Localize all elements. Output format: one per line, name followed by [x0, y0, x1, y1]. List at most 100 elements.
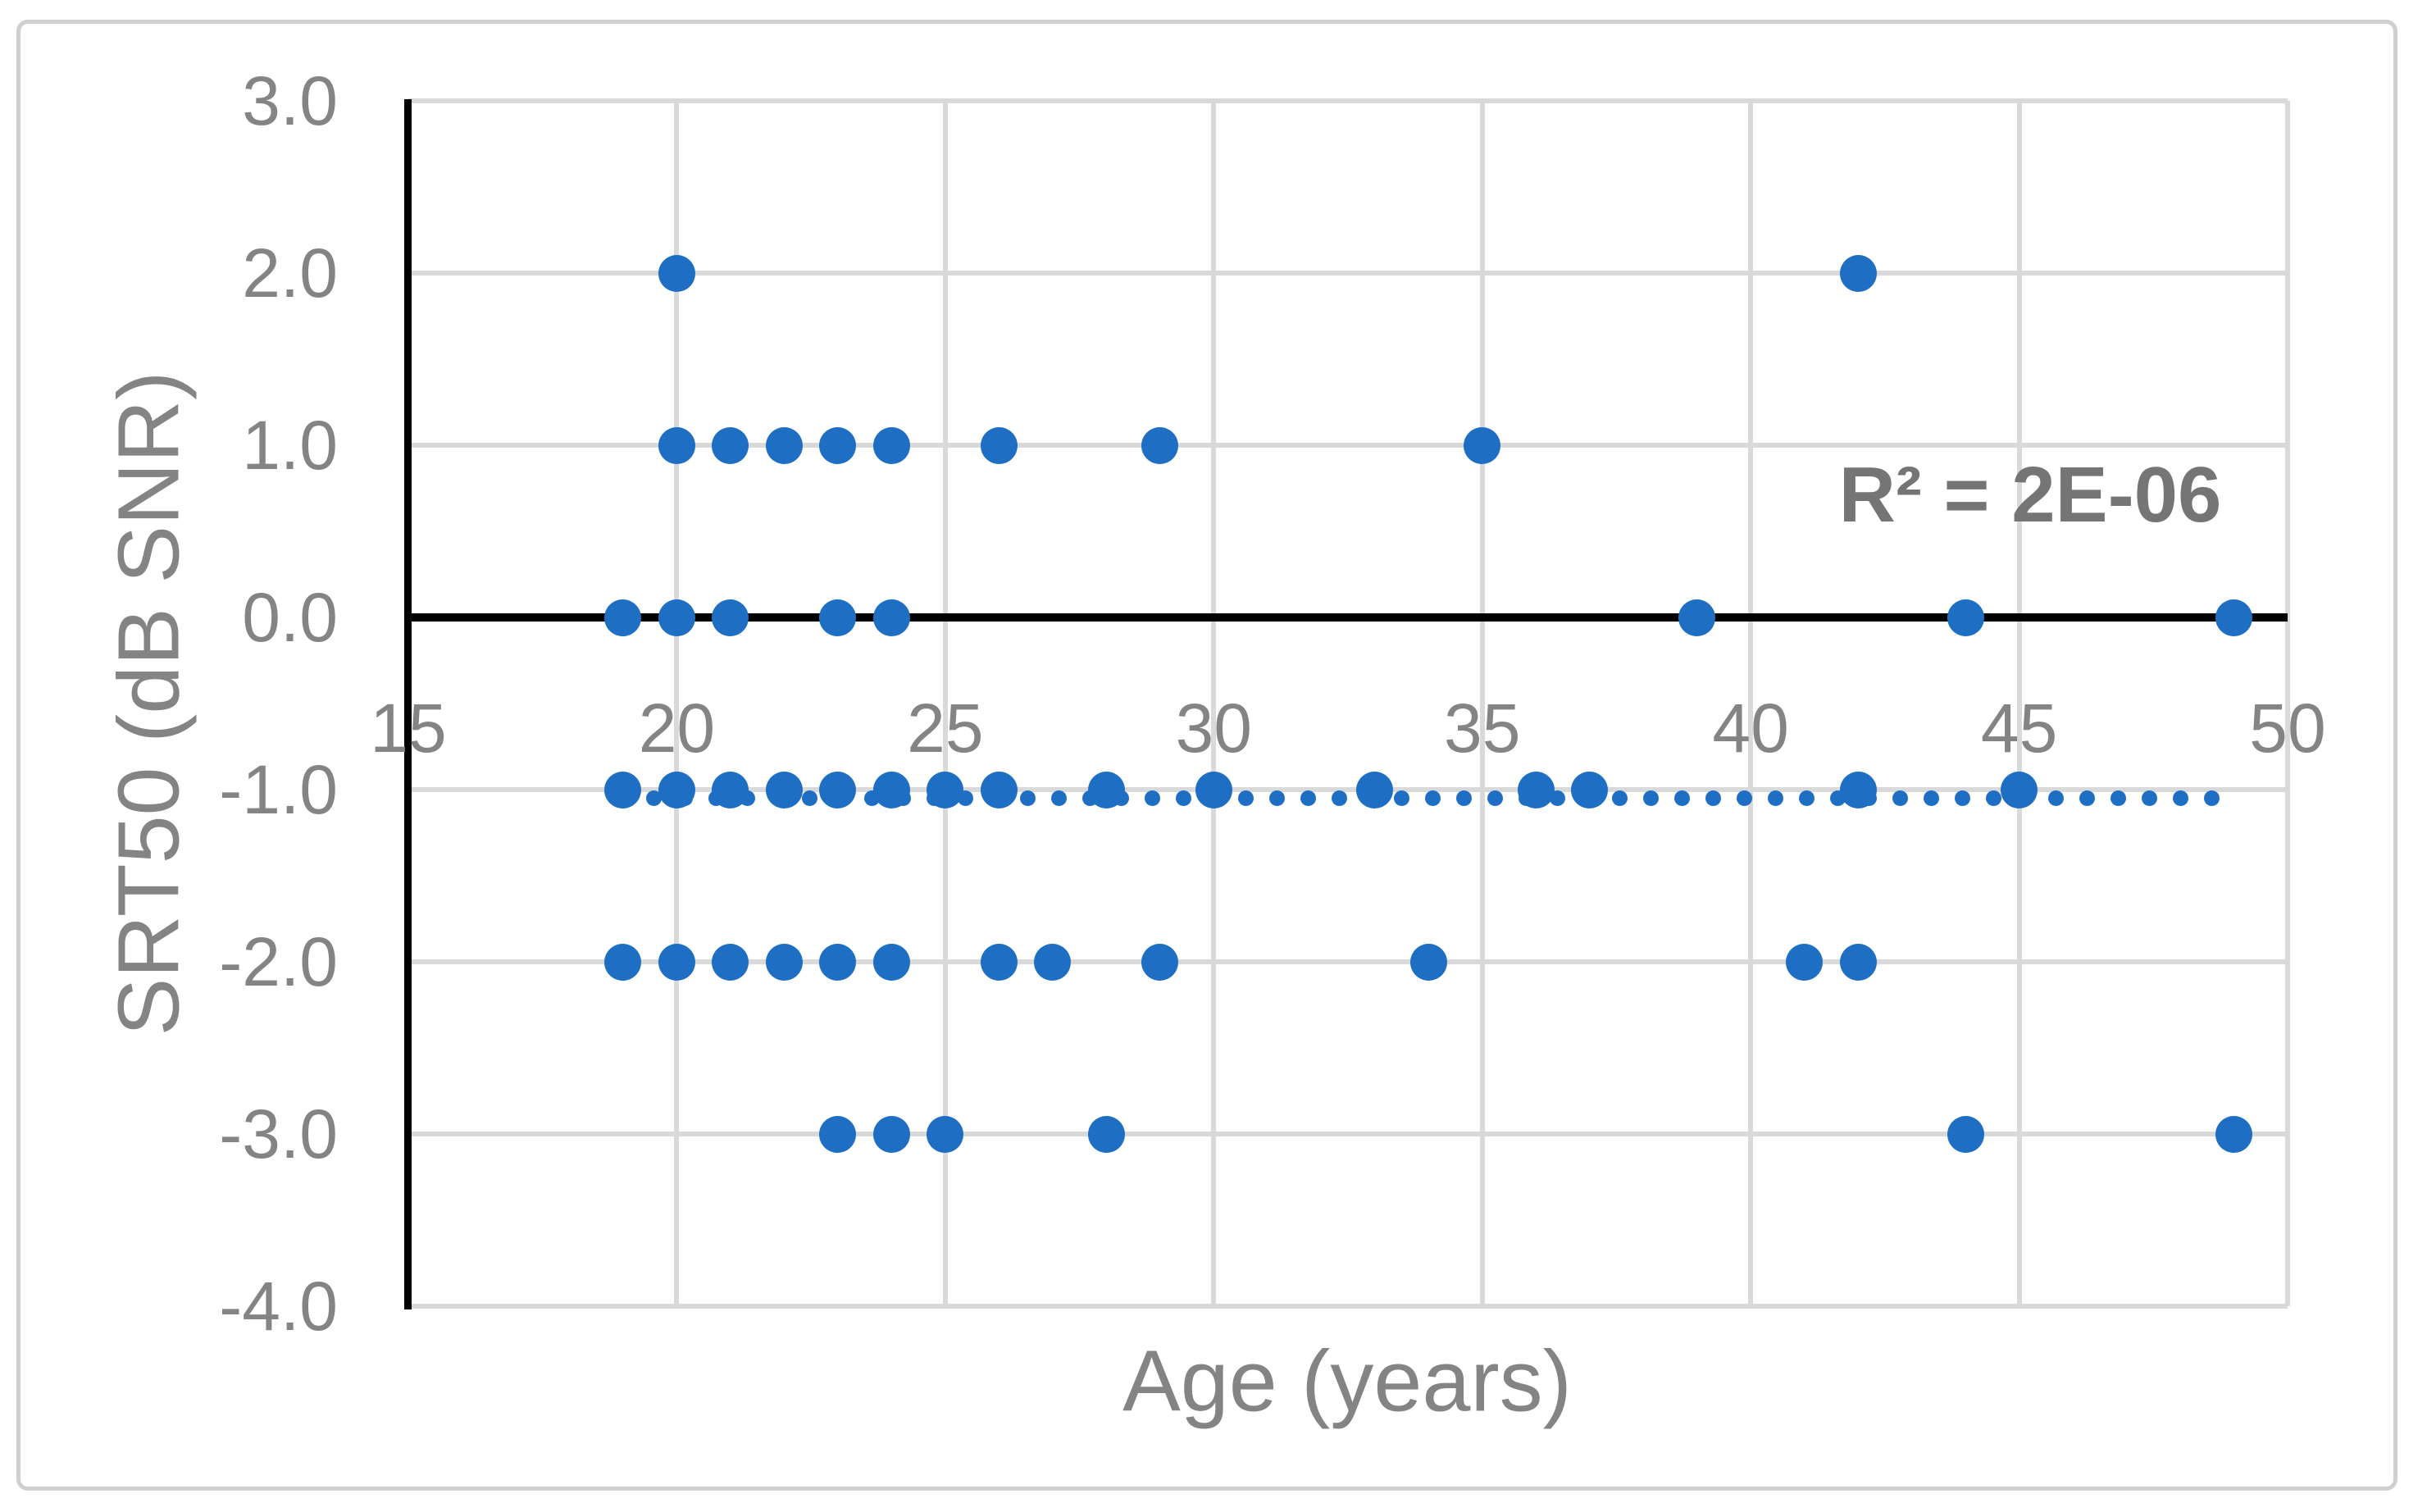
- y-axis-title: SRT50 (dB SNR): [100, 371, 198, 1036]
- data-point: [712, 771, 749, 808]
- trendline-dot: [2111, 790, 2127, 806]
- data-point: [1409, 943, 1447, 981]
- data-point: [2215, 599, 2253, 636]
- trendline-dot: [1955, 790, 1971, 806]
- data-point: [1517, 771, 1555, 808]
- trendline-dot: [1425, 790, 1441, 806]
- data-point: [980, 771, 1018, 808]
- trendline-dot: [1300, 790, 1317, 806]
- h-gridline: [408, 959, 2288, 964]
- y-tick-label: -2.0: [219, 923, 338, 1000]
- trendline-dot: [646, 790, 663, 806]
- trendline-dot: [1924, 790, 1940, 806]
- data-point: [1464, 426, 1501, 464]
- x-tick-label: 20: [638, 690, 716, 767]
- data-point: [1195, 771, 1232, 808]
- x-tick-label: 15: [370, 690, 447, 767]
- data-point: [1839, 254, 1877, 292]
- trendline-dot: [1487, 790, 1504, 806]
- y-tick-label: 0.0: [242, 579, 338, 656]
- y-tick-label: 1.0: [242, 407, 338, 484]
- data-point: [1087, 1115, 1125, 1153]
- trendline-dot: [1643, 790, 1660, 806]
- h-gridline: [408, 443, 2288, 448]
- h-gridline: [408, 787, 2288, 792]
- trendline-dot: [1145, 790, 1161, 806]
- data-point: [712, 599, 749, 636]
- v-gridline: [1479, 101, 1485, 1306]
- trendline-dot: [2204, 790, 2220, 806]
- v-gridline: [1748, 101, 1754, 1306]
- trendline-dot: [1394, 790, 1410, 806]
- h-gridline: [408, 1304, 2288, 1309]
- y-tick-label: 3.0: [242, 62, 338, 139]
- h-gridline: [408, 271, 2288, 276]
- data-point: [872, 771, 910, 808]
- data-point: [658, 254, 695, 292]
- data-point: [765, 943, 803, 981]
- r-squared-label: R² = 2E-06: [1838, 451, 2222, 539]
- trendline-dot: [1269, 790, 1286, 806]
- data-point: [1839, 771, 1877, 808]
- x-tick-label: 50: [2249, 690, 2326, 767]
- data-point: [604, 771, 642, 808]
- data-point: [927, 1115, 964, 1153]
- data-point: [872, 1115, 910, 1153]
- v-gridline: [674, 101, 680, 1306]
- data-point: [819, 943, 857, 981]
- figure-border: [16, 20, 2397, 1491]
- data-point: [1839, 943, 1877, 981]
- y-tick-label: 2.0: [242, 235, 338, 312]
- v-gridline: [2285, 101, 2290, 1306]
- data-point: [819, 599, 857, 636]
- data-point: [980, 426, 1018, 464]
- y-tick-label: -3.0: [219, 1095, 338, 1173]
- data-point: [819, 771, 857, 808]
- y-axis-line: [404, 99, 412, 1309]
- data-point: [604, 943, 642, 981]
- data-point: [1947, 1115, 1984, 1153]
- data-point: [712, 943, 749, 981]
- data-point: [819, 1115, 857, 1153]
- trendline-dot: [1238, 790, 1254, 806]
- data-point: [658, 943, 695, 981]
- data-point: [712, 426, 749, 464]
- x-tick-label: 40: [1712, 690, 1789, 767]
- v-gridline: [1211, 101, 1217, 1306]
- trendline-dot: [2142, 790, 2158, 806]
- trendline-dot: [1986, 790, 2002, 806]
- data-point: [1034, 943, 1072, 981]
- v-gridline: [2016, 101, 2022, 1306]
- y-tick-label: -4.0: [219, 1268, 338, 1345]
- x-tick-label: 35: [1444, 690, 1521, 767]
- data-point: [1087, 771, 1125, 808]
- data-point: [765, 426, 803, 464]
- data-point: [604, 599, 642, 636]
- data-point: [1141, 426, 1179, 464]
- data-point: [927, 771, 964, 808]
- y-tick-label: -1.0: [219, 751, 338, 828]
- data-point: [1947, 599, 1984, 636]
- data-point: [2001, 771, 2038, 808]
- v-gridline: [942, 101, 948, 1306]
- data-point: [872, 943, 910, 981]
- trendline-dot: [1705, 790, 1722, 806]
- trendline-dot: [1456, 790, 1473, 806]
- x-axis-title: Age (years): [1122, 1332, 1572, 1430]
- trendline-dot: [1176, 790, 1192, 806]
- trendline-dot: [2079, 790, 2096, 806]
- trendline-dot: [1020, 790, 1036, 806]
- trendline-dot: [1332, 790, 1348, 806]
- trendline-dot: [1674, 790, 1691, 806]
- trendline-dot: [1737, 790, 1753, 806]
- data-point: [1141, 943, 1179, 981]
- data-point: [1571, 771, 1609, 808]
- data-point: [658, 771, 695, 808]
- data-point: [2215, 1115, 2253, 1153]
- data-point: [1678, 599, 1716, 636]
- data-point: [1786, 943, 1824, 981]
- x-tick-label: 25: [907, 690, 984, 767]
- trendline-dot: [2173, 790, 2189, 806]
- data-point: [1356, 771, 1394, 808]
- data-point: [658, 426, 695, 464]
